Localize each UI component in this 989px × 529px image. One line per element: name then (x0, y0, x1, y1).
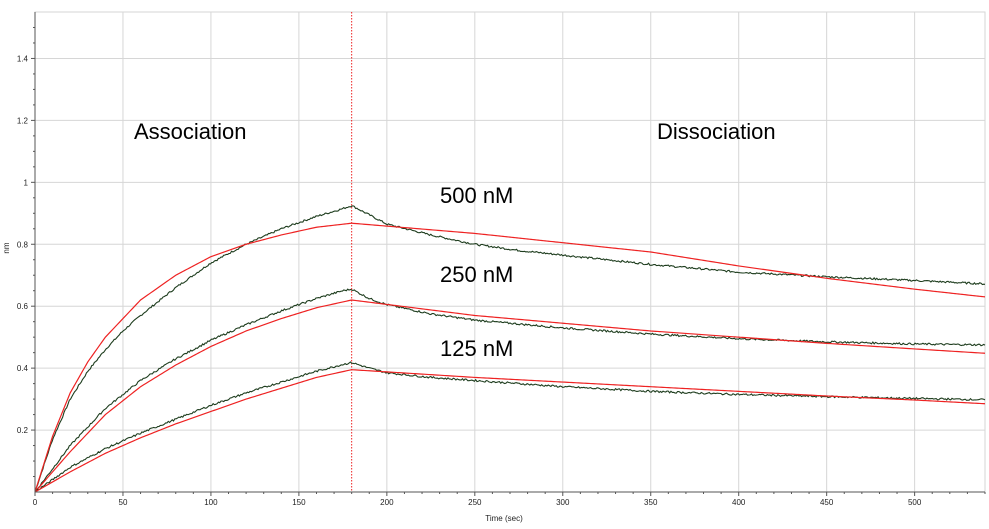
plot-frame (34, 11, 986, 493)
x-tick-label: 300 (556, 498, 570, 507)
y-tick-label: 0.2 (17, 426, 29, 435)
association-label: Association (134, 119, 247, 144)
y-tick-label: 1.2 (17, 116, 29, 125)
y-tick-label: 0.4 (17, 364, 29, 373)
x-tick-label: 150 (292, 498, 306, 507)
dissociation-label: Dissociation (657, 119, 776, 144)
x-tick-label: 100 (204, 498, 218, 507)
tick-label-layer: 0 50 100 150 200 250 300 350 400 450 500 0.2 0.4 0.6 0… (17, 54, 922, 507)
label-125nm: 125 nM (440, 336, 513, 361)
y-tick-label: 0.8 (17, 240, 29, 249)
measured-curve-125nm (34, 361, 986, 493)
fit-curve-250nm (34, 299, 986, 493)
series-layer (34, 205, 986, 493)
y-axis-title: nm (2, 242, 11, 253)
x-axis-title: Time (sec) (485, 514, 523, 523)
label-500nm: 500 nM (440, 183, 513, 208)
measured-curve-500nm (34, 205, 986, 493)
x-tick-label: 50 (119, 498, 128, 507)
y-tick-label: 1.4 (17, 54, 29, 63)
x-tick-label: 250 (468, 498, 482, 507)
x-tick-label: 200 (380, 498, 394, 507)
measured-curve-250nm (34, 288, 986, 493)
label-250nm: 250 nM (440, 262, 513, 287)
y-tick-label: 1 (24, 178, 29, 187)
grid-layer (34, 11, 986, 493)
x-tick-label: 500 (908, 498, 922, 507)
fit-curve-500nm (34, 222, 986, 493)
x-tick-label: 350 (644, 498, 658, 507)
fit-curve-125nm (34, 369, 986, 493)
x-tick-label: 0 (33, 498, 38, 507)
x-tick-label: 450 (820, 498, 834, 507)
x-tick-label: 400 (732, 498, 746, 507)
y-tick-label: 0.6 (17, 302, 29, 311)
axis-layer (31, 12, 986, 496)
